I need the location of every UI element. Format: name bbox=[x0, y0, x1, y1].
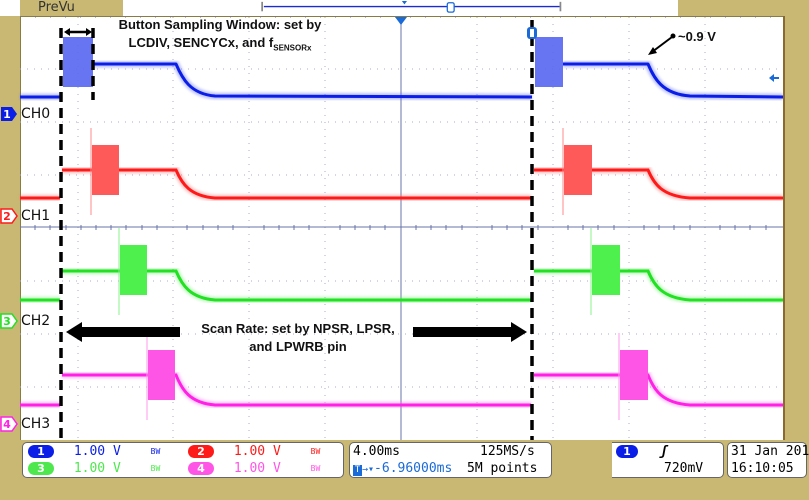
horizontal-scale: 4.00ms bbox=[353, 444, 400, 459]
graticule bbox=[20, 17, 783, 440]
ch1-setting[interactable]: 1 1.00 V BW bbox=[28, 444, 160, 460]
sampling-window-annotation: Button Sampling Window: set by LCDIV, SE… bbox=[100, 16, 340, 58]
rising-edge-icon: ʃ bbox=[659, 444, 668, 459]
ch3-label: CH3 bbox=[21, 416, 51, 432]
ch1-marker-icon[interactable]: 1 bbox=[0, 106, 20, 122]
trace-ch3 bbox=[20, 333, 783, 420]
ch4-setting[interactable]: 4 1.00 V BW bbox=[188, 461, 320, 477]
arrow-right-icon: →▾ bbox=[362, 464, 375, 475]
annotation-dashed-lines bbox=[59, 20, 534, 440]
scan-rate-line1: Scan Rate: set by NPSR, LPSR, bbox=[201, 321, 395, 336]
ch3-marker-icon[interactable]: 3 bbox=[0, 313, 20, 329]
date: 31 Jan 2017 bbox=[731, 444, 809, 459]
trigger-level: 720mV bbox=[664, 461, 704, 476]
ch4-marker-icon[interactable]: 4 bbox=[0, 416, 20, 432]
time: 16:10:05 bbox=[731, 461, 794, 476]
trigger-position-marker bbox=[395, 17, 407, 25]
sampling-window-line2: LCDIV, SENCYCx, and fSENSORx bbox=[128, 35, 312, 53]
status-bar: 1 1.00 V BW 2 1.00 V BW 3 1.00 V BW 4 1.… bbox=[0, 440, 809, 500]
delay-setting: T →▾-6.96000ms bbox=[353, 461, 453, 476]
sample-rate: 125MS/s bbox=[480, 444, 535, 459]
sampling-window-line1: Button Sampling Window: set by bbox=[118, 17, 322, 32]
trace-ch1 bbox=[20, 128, 783, 215]
channel-settings-panel[interactable]: 1 1.00 V BW 2 1.00 V BW 3 1.00 V BW 4 1.… bbox=[22, 442, 344, 478]
trigger-t-marker bbox=[527, 27, 537, 39]
voltage-pointer-arrow bbox=[648, 33, 676, 55]
datetime-panel: 31 Jan 2017 16:10:05 bbox=[727, 442, 809, 478]
svg-text:3: 3 bbox=[3, 315, 11, 328]
top-bar bbox=[0, 0, 809, 16]
timebase-panel[interactable]: 4.00ms 125MS/s T →▾-6.96000ms 5M points bbox=[349, 442, 552, 478]
trace-ch0 bbox=[20, 37, 784, 101]
record-length: 5M points bbox=[467, 461, 538, 476]
right-edge-bezel bbox=[783, 16, 809, 440]
trace-ch2 bbox=[20, 228, 783, 315]
axis-ticks bbox=[20, 16, 783, 230]
svg-text:1: 1 bbox=[3, 108, 11, 121]
ch1-label: CH1 bbox=[21, 208, 51, 224]
ch0-label: CH0 bbox=[21, 106, 51, 122]
trigger-level-marker bbox=[769, 74, 779, 82]
waveform-canvas bbox=[20, 16, 784, 440]
top-bar-filler bbox=[678, 0, 809, 16]
trigger-t-icon: T bbox=[353, 465, 362, 476]
sampling-window-arrow bbox=[64, 28, 92, 36]
trigger-panel[interactable]: 1 ʃ 720mV bbox=[612, 442, 724, 478]
voltage-annotation: ~0.9 V bbox=[678, 29, 716, 44]
acquisition-mode-label: PreVu bbox=[20, 0, 123, 16]
ch2-marker-icon[interactable]: 2 bbox=[0, 208, 20, 224]
record-view-bar[interactable] bbox=[235, 1, 615, 13]
ch2-setting[interactable]: 2 1.00 V BW bbox=[188, 444, 320, 460]
scan-rate-arrows bbox=[66, 322, 527, 342]
svg-text:4: 4 bbox=[3, 418, 11, 431]
trigger-source: 1 ʃ bbox=[616, 444, 668, 460]
svg-text:2: 2 bbox=[3, 210, 11, 223]
ch2-label: CH2 bbox=[21, 313, 51, 329]
scan-rate-annotation: Scan Rate: set by NPSR, LPSR, and LPWRB … bbox=[183, 320, 413, 356]
scan-rate-line2: and LPWRB pin bbox=[249, 339, 347, 354]
ch3-setting[interactable]: 3 1.00 V BW bbox=[28, 461, 160, 477]
